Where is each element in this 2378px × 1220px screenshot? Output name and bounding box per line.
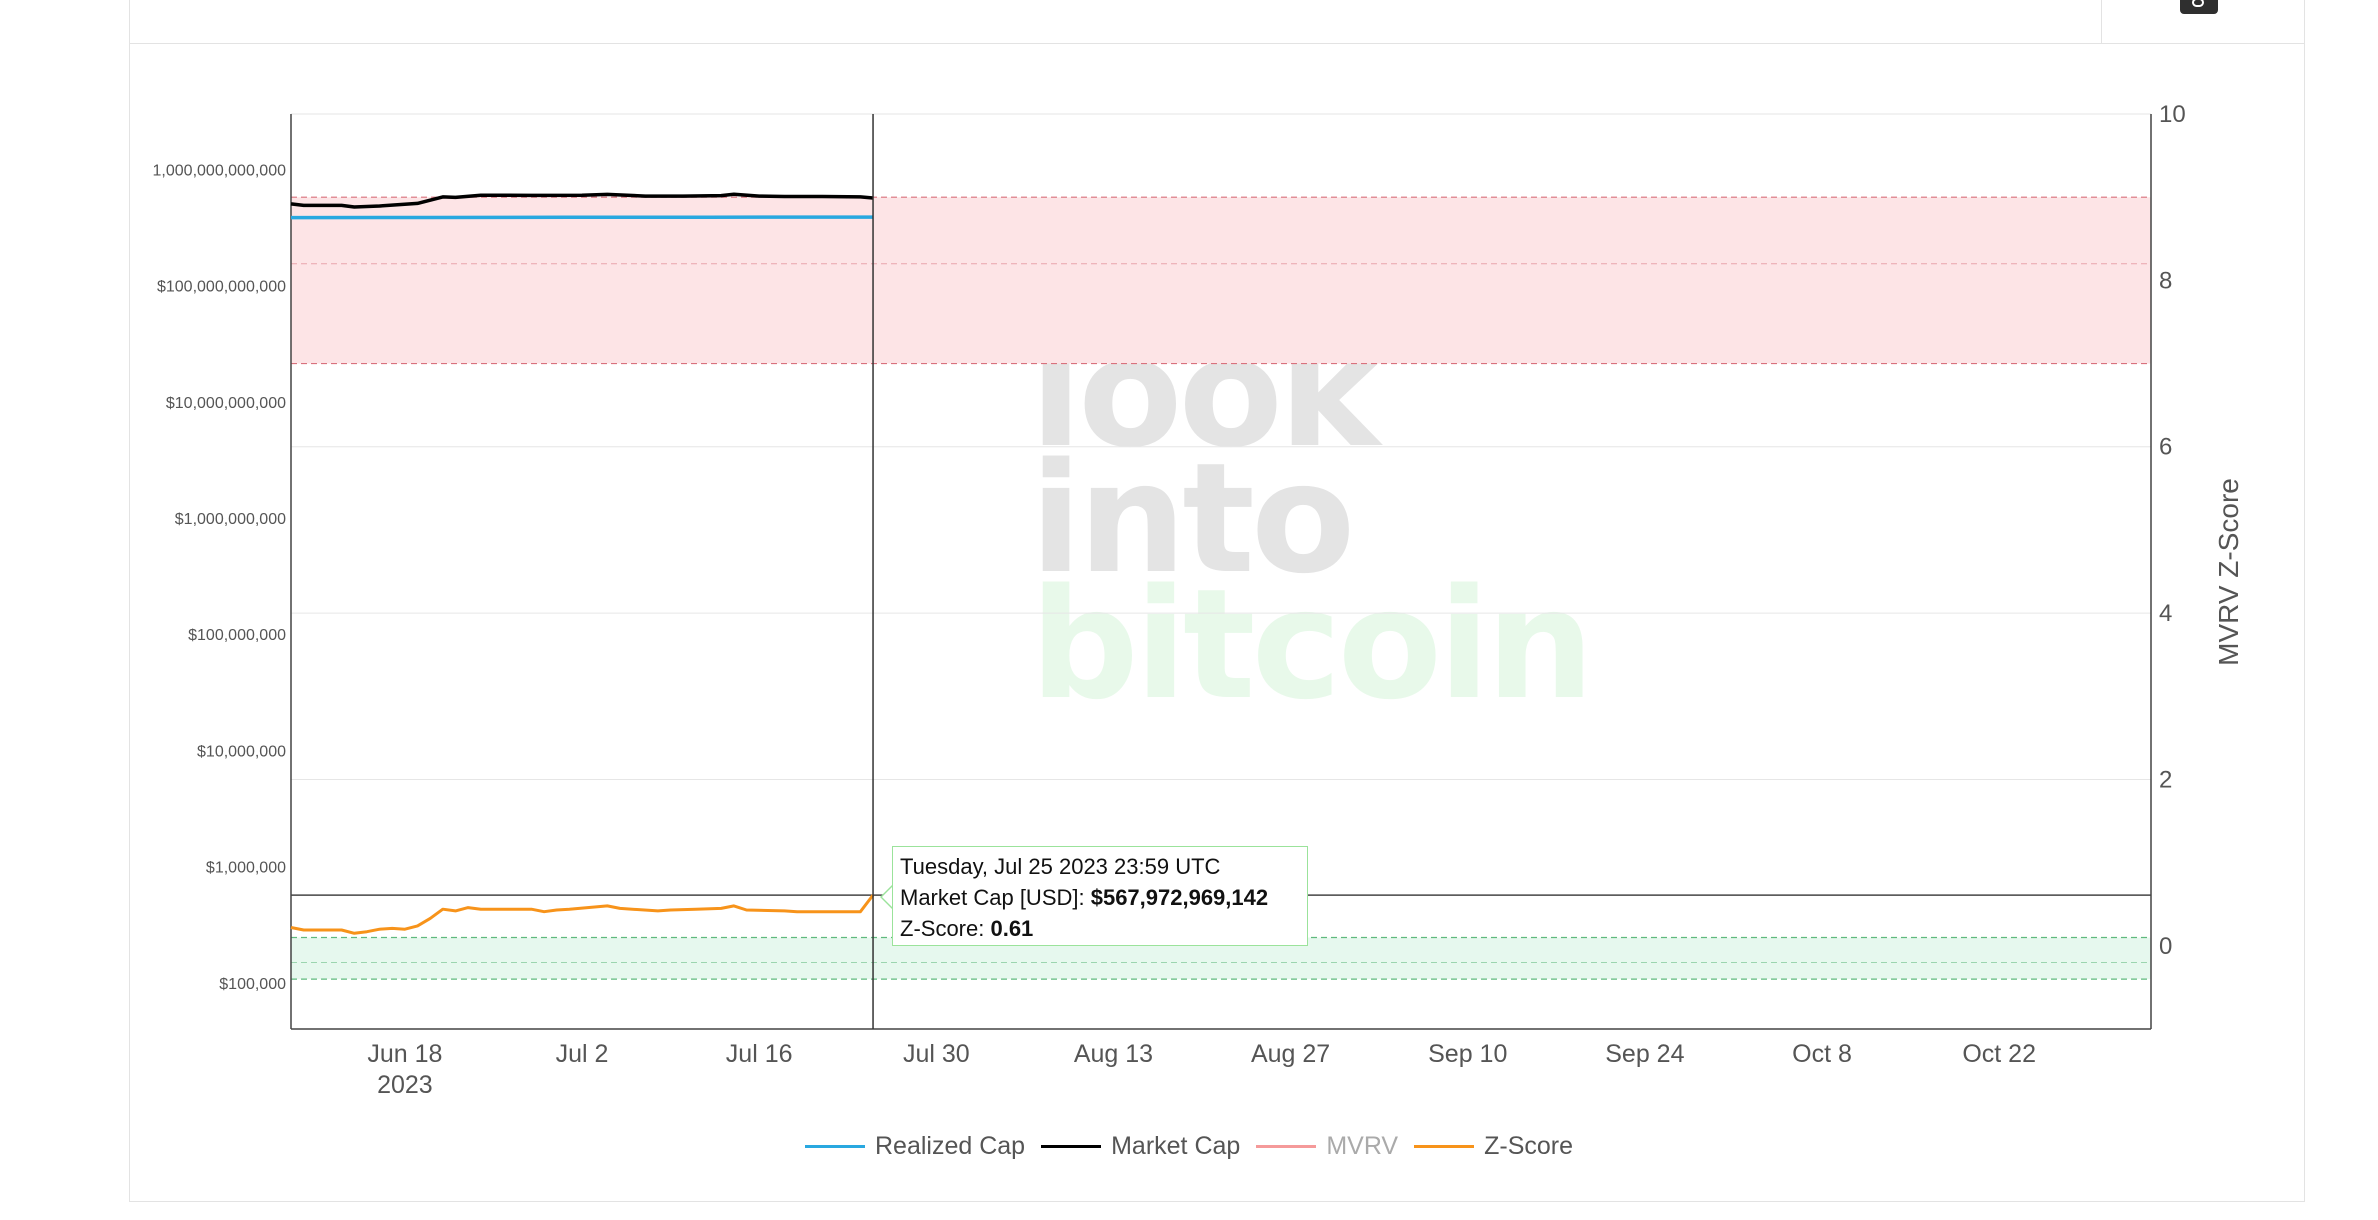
legend-label: Z-Score — [1484, 1131, 1573, 1160]
y-left-tick-label: $100,000,000,000 — [157, 279, 286, 296]
y-right-tick-label: 0 — [2159, 933, 2172, 960]
legend-swatch — [805, 1144, 865, 1148]
toolbar-divider — [2101, 0, 2102, 44]
camera-icon[interactable] — [2180, 0, 2218, 14]
y-left-tick-label: $1,000,000 — [206, 860, 286, 877]
tooltip-market-cap: Market Cap [USD]: $567,972,969,142 — [900, 882, 1307, 913]
x-tick-label: Sep 10 — [1428, 1040, 1507, 1068]
tooltip-market-cap-label: Market Cap [USD]: — [900, 885, 1091, 910]
watermark-line-3: bitcoin — [1030, 556, 1594, 733]
x-tick-label: Aug 13 — [1074, 1040, 1153, 1068]
tooltip-zscore-value: 0.61 — [990, 916, 1034, 941]
y-left-tick-label: $10,000,000 — [197, 743, 286, 760]
y-right-tick-label: 2 — [2159, 766, 2172, 793]
legend-swatch — [1256, 1144, 1317, 1148]
tooltip-zscore: Z-Score: 0.61 — [900, 913, 1307, 944]
x-tick-label: Jul 16 — [726, 1040, 793, 1068]
legend-label: Realized Cap — [875, 1131, 1026, 1160]
legend-item-zscore[interactable]: Z-Score — [1414, 1132, 1573, 1161]
chart-legend: Realized Cap Market Cap MVRV Z-Score — [0, 1128, 2378, 1164]
x-tick-label: Jul 30 — [903, 1040, 970, 1068]
x-tick-label: Jun 18 — [367, 1040, 442, 1068]
legend-label: MVRV — [1326, 1131, 1399, 1160]
y-right-axis-title: MVRV Z-Score — [2213, 478, 2244, 666]
y-left-tick-label: 1,000,000,000,000 — [153, 162, 287, 179]
hover-tooltip: Tuesday, Jul 25 2023 23:59 UTC Market Ca… — [892, 846, 1308, 946]
x-tick-label: Jul 2 — [556, 1040, 609, 1068]
legend-swatch — [1041, 1144, 1102, 1148]
y-right-tick-label: 6 — [2159, 434, 2172, 461]
x-tick-sublabel: 2023 — [377, 1071, 433, 1099]
x-tick-label: Oct 22 — [1962, 1040, 2036, 1068]
watermark-line-2: into — [1030, 430, 1355, 607]
x-tick-label: Aug 27 — [1251, 1040, 1330, 1068]
chart-toolbar — [129, 0, 2305, 44]
tooltip-zscore-label: Z-Score: — [900, 916, 991, 941]
z-score-line — [290, 894, 875, 935]
tooltip-date: Tuesday, Jul 25 2023 23:59 UTC — [900, 854, 1221, 879]
legend-item-mvrv[interactable]: MVRV — [1256, 1132, 1398, 1161]
legend-label: Market Cap — [1111, 1131, 1241, 1160]
red-zone-band — [291, 197, 2151, 364]
y-left-tick-label: $100,000 — [219, 976, 286, 993]
legend-item-market-cap[interactable]: Market Cap — [1041, 1132, 1240, 1161]
y-right-tick-label: 8 — [2159, 267, 2172, 294]
legend-swatch — [1414, 1144, 1475, 1148]
x-tick-label: Oct 8 — [1792, 1040, 1852, 1068]
tooltip-market-cap-value: $567,972,969,142 — [1090, 885, 1269, 910]
x-tick-label: Sep 24 — [1605, 1040, 1684, 1068]
market-cap-line — [290, 192, 874, 209]
tooltip-arrow-inner — [882, 886, 893, 908]
y-right-tick-label: 10 — [2159, 101, 2186, 128]
realized-cap-line — [290, 215, 874, 220]
y-left-tick-label: $1,000,000,000 — [175, 511, 286, 528]
legend-item-realized-cap[interactable]: Realized Cap — [805, 1132, 1025, 1161]
watermark: look into bitcoin — [1030, 317, 1594, 733]
y-right-tick-label: 4 — [2159, 600, 2172, 627]
y-left-tick-label: $10,000,000,000 — [166, 395, 286, 412]
y-left-tick-label: $100,000,000 — [188, 627, 286, 644]
